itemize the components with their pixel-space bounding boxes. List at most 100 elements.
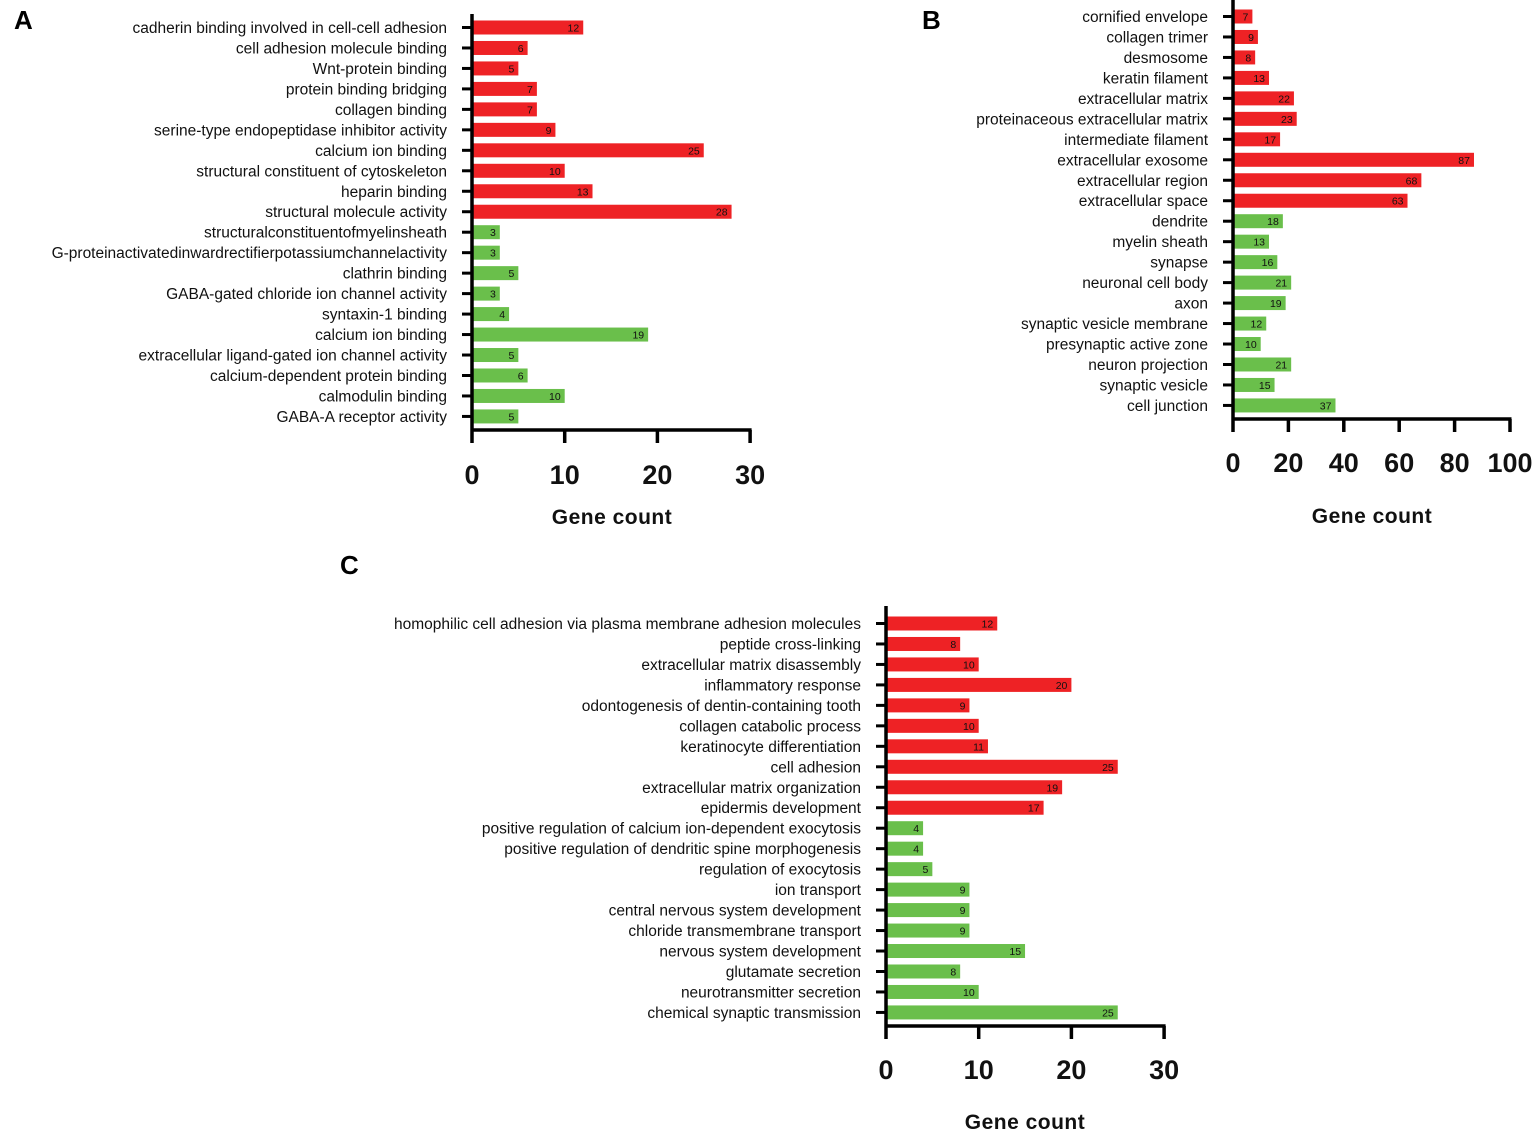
bar [1233, 152, 1474, 167]
category-label: extracellular space [1079, 193, 1208, 210]
bar-value-label: 8 [950, 639, 956, 651]
category-label: serine-type endopeptidase inhibitor acti… [154, 122, 447, 139]
bar [1233, 398, 1336, 413]
x-tick-label: 30 [1149, 1055, 1179, 1085]
bar [472, 307, 510, 322]
bar [886, 780, 1063, 795]
bar-value-label: 17 [1264, 134, 1276, 146]
category-label: calcium-dependent protein binding [210, 368, 447, 385]
category-label: cadherin binding involved in cell-cell a… [132, 20, 447, 37]
bar-value-label: 63 [1392, 196, 1404, 208]
category-label: odontogenesis of dentin-containing tooth [582, 698, 861, 715]
bar [1233, 9, 1253, 24]
category-label: chloride transmembrane transport [628, 923, 861, 940]
x-tick-label: 40 [1329, 448, 1359, 478]
bar [1233, 275, 1292, 290]
category-label: inflammatory response [704, 677, 861, 694]
chart-panel-c: C 12 homophilic cell adhesion via plasma m… [340, 550, 1179, 1130]
x-tick-label: 20 [1056, 1055, 1086, 1085]
category-label: extracellular region [1077, 173, 1208, 190]
bar [1233, 91, 1294, 106]
bar-value-label: 10 [549, 391, 561, 403]
bar [886, 882, 970, 897]
x-tick-label: 60 [1384, 448, 1414, 478]
bar [1233, 70, 1270, 85]
bar-value-label: 21 [1275, 359, 1287, 371]
bar-value-label: 13 [1253, 237, 1265, 249]
bar [1233, 255, 1278, 270]
bar [886, 698, 970, 713]
bar [886, 903, 970, 918]
bar [886, 739, 988, 754]
category-label: structuralconstituentofmyelinsheath [204, 225, 447, 242]
bar [886, 841, 924, 856]
category-label: epidermis development [701, 800, 862, 817]
category-label: dendrite [1152, 214, 1208, 231]
bar-value-label: 5 [509, 268, 515, 280]
bar [886, 821, 924, 836]
category-label: structural molecule activity [265, 204, 447, 221]
bar [886, 1005, 1118, 1020]
category-label: extracellular exosome [1057, 152, 1208, 169]
x-axis-title: Gene count [965, 1111, 1086, 1130]
category-label: intermediate filament [1064, 132, 1209, 149]
bar-value-label: 9 [546, 125, 552, 137]
category-label: central nervous system development [609, 903, 862, 920]
bar [886, 800, 1044, 815]
bar [472, 61, 519, 76]
bar-value-label: 12 [982, 619, 994, 631]
bar [472, 102, 537, 117]
bar [886, 862, 933, 877]
category-label: calcium ion binding [315, 143, 447, 160]
bar [886, 616, 998, 631]
bar [472, 286, 500, 301]
bar [886, 923, 970, 938]
category-label: regulation of exocytosis [699, 862, 861, 879]
bar [886, 944, 1026, 959]
bar-value-label: 17 [1028, 803, 1040, 815]
bar-value-label: 68 [1406, 175, 1418, 187]
bar-value-label: 19 [1270, 298, 1282, 310]
category-label: GABA-A receptor activity [276, 409, 447, 426]
bar-value-label: 9 [960, 885, 966, 897]
bar [1233, 296, 1286, 311]
category-label: glutamate secretion [726, 964, 861, 981]
bar [472, 20, 584, 35]
category-label: neuron projection [1088, 357, 1208, 374]
bar [886, 718, 979, 733]
bar-value-label: 9 [1248, 32, 1254, 44]
bar-value-label: 21 [1275, 278, 1287, 290]
bar-value-label: 87 [1458, 155, 1470, 167]
category-label: peptide cross-linking [720, 636, 861, 653]
category-label: ion transport [775, 882, 862, 899]
category-label: keratinocyte differentiation [680, 739, 861, 756]
bar-value-label: 25 [688, 145, 700, 157]
bar [1233, 234, 1270, 249]
bar [1233, 193, 1408, 208]
chart-panel-a: A 12 cadherin binding involved in cell-cel… [14, 5, 765, 529]
bar [1233, 214, 1283, 229]
bar-value-label: 3 [490, 227, 496, 239]
category-label: homophilic cell adhesion via plasma memb… [394, 616, 861, 633]
bar-value-label: 19 [632, 330, 644, 342]
panel-letter: B [922, 5, 941, 35]
category-label: proteinaceous extracellular matrix [976, 111, 1208, 128]
bar-value-label: 23 [1281, 114, 1293, 126]
bar-value-label: 3 [490, 248, 496, 260]
bar-value-label: 8 [1245, 52, 1251, 64]
bar-value-label: 22 [1278, 93, 1290, 105]
x-tick-label: 100 [1487, 448, 1532, 478]
bar [1233, 50, 1256, 65]
bar-value-label: 16 [1262, 257, 1274, 269]
x-axis-title: Gene count [552, 506, 673, 529]
bar-value-label: 13 [577, 186, 589, 198]
bar-value-label: 9 [960, 905, 966, 917]
bar-value-label: 37 [1320, 400, 1332, 412]
bar-value-label: 28 [716, 207, 728, 219]
category-label: positive regulation of dendritic spine m… [504, 841, 861, 858]
bar-value-label: 18 [1267, 216, 1279, 228]
bar-value-label: 9 [960, 926, 966, 938]
bar [1233, 173, 1422, 188]
bar-value-label: 10 [549, 166, 561, 178]
bar-value-label: 7 [527, 84, 533, 96]
